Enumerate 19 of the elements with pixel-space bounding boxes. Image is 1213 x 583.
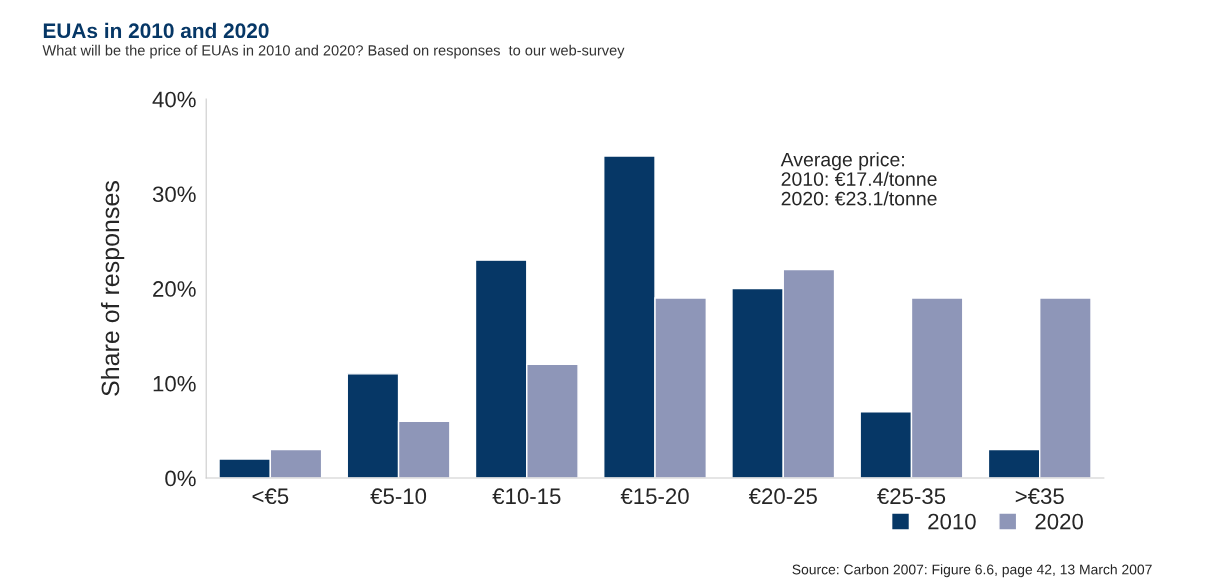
legend-label: 2020 — [1035, 513, 1083, 530]
legend-label: 2010 — [928, 513, 976, 530]
source-note: Source: Carbon 2007: Figure 6.6, page 42, 13 March 2007 — [792, 564, 1152, 578]
y-tick-label: 10% — [153, 375, 196, 392]
chart-title: EUAs in 2010 and 2020 — [43, 22, 269, 39]
x-tick-label: €5-10 — [370, 488, 427, 505]
x-tick-label: >€35 — [1015, 488, 1064, 505]
x-tick-label: €10-15 — [492, 488, 561, 505]
y-axis-title: Share of responses — [100, 181, 125, 396]
y-tick-label: 0% — [165, 470, 196, 487]
y-tick-label: 30% — [152, 186, 196, 203]
x-tick-label: <€5 — [252, 488, 289, 505]
chart-subtitle: What will be the price of EUAs in 2010 and 2020? Based on responses to our web-survey — [42, 44, 625, 59]
x-tick-label: €25-35 — [877, 488, 946, 505]
y-tick-label: 20% — [153, 281, 196, 297]
annotation: Average price: 2010: €17.4/tonne 2020: €23.1/tonne — [780, 152, 937, 206]
x-tick-label: €15-20 — [620, 488, 689, 505]
y-tick-label: 40% — [152, 91, 196, 108]
x-tick-label: €20-25 — [748, 488, 817, 505]
